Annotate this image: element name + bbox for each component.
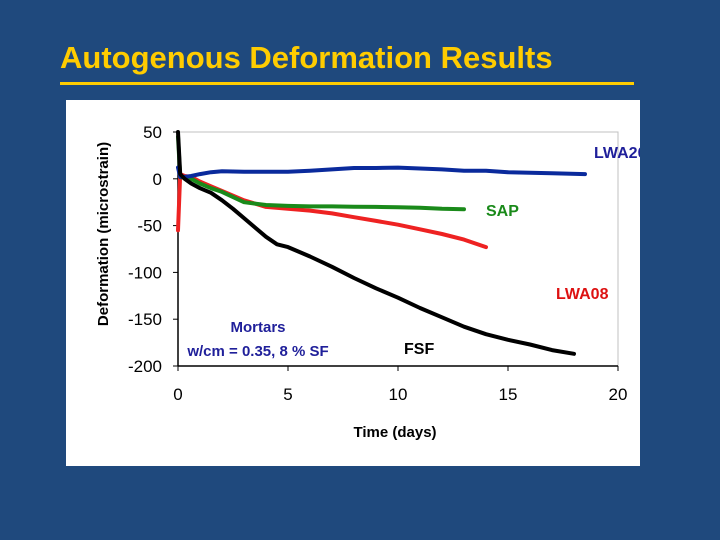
series-label-sap: SAP: [486, 203, 519, 220]
series-line-lwa20: [176, 165, 587, 179]
series-line-fsf: [176, 130, 576, 356]
x-tick-label: 5: [283, 385, 292, 404]
y-tick-label: -100: [128, 263, 162, 282]
annotation-mix: w/cm = 0.35, 8 % SF: [186, 343, 328, 360]
x-axis-title: Time (days): [353, 424, 436, 441]
x-tick-label: 15: [499, 385, 518, 404]
series-label-fsf: FSF: [404, 341, 434, 358]
y-tick-label: -50: [137, 217, 162, 236]
annotation-mortars: Mortars: [230, 319, 285, 336]
x-axis: 0 5 10 15 20: [173, 366, 627, 404]
series-label-lwa20: LWA20: [594, 145, 640, 162]
y-axis: 50 0 -50 -100 -150 -200: [128, 123, 178, 376]
series-label-lwa08: LWA08: [556, 286, 609, 303]
x-tick-label: 0: [173, 385, 182, 404]
series-label-layer: LWA20 SAP LWA08 FSF: [404, 145, 640, 358]
series-layer: [176, 130, 587, 356]
x-tick-label: 10: [389, 385, 408, 404]
deformation-chart: 50 0 -50 -100 -150 -200 0 5 10 15 20 LWA20 SAP LWA0…: [95, 123, 640, 441]
series-line-sap: [176, 134, 466, 212]
slide-title: Autogenous Deformation Results: [60, 40, 553, 75]
y-axis-title: Deformation (microstrain): [95, 142, 112, 326]
y-tick-label: -200: [128, 357, 162, 376]
chart-panel: 50 0 -50 -100 -150 -200 0 5 10 15 20 LWA20 SAP LWA0…: [66, 100, 640, 466]
y-tick-label: 0: [153, 170, 162, 189]
x-tick-label: 20: [609, 385, 628, 404]
y-tick-label: 50: [143, 123, 162, 142]
title-underline: [60, 82, 634, 85]
y-tick-label: -150: [128, 310, 162, 329]
